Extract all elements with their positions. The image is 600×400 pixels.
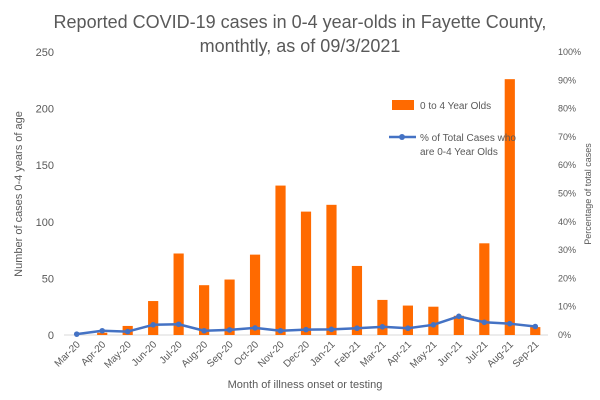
y-tick-label: 250: [36, 47, 54, 59]
y2-tick-label: 30%: [558, 245, 576, 255]
bar: [402, 305, 413, 335]
bar: [504, 79, 515, 335]
y2-tick-label: 0%: [558, 330, 571, 340]
x-tick-label: Mar-21: [358, 339, 388, 369]
bar: [453, 315, 464, 335]
line-point: [277, 327, 284, 334]
x-tick-label: Dec-20: [282, 339, 313, 370]
line-point: [252, 325, 258, 331]
bar: [148, 301, 159, 335]
y-tick-label: 100: [36, 217, 54, 229]
y2-tick-label: 10%: [558, 302, 576, 312]
legend-swatch-line-point: [399, 134, 405, 140]
y2-tick-label: 90%: [558, 75, 576, 85]
y2-tick-label: 50%: [558, 189, 576, 199]
y-tick-label: 200: [36, 104, 54, 116]
y2-tick-label: 70%: [558, 132, 576, 142]
chart-title-line2: monthtly, as of 09/3/2021: [199, 36, 401, 56]
x-tick-label: Sep-21: [511, 339, 542, 370]
bar: [351, 265, 363, 335]
x-axis-title: Month of illness onset or testing: [228, 379, 383, 391]
x-tick-label: Jun-20: [130, 339, 160, 369]
x-tick-label: Jan-21: [308, 339, 338, 369]
bar: [530, 327, 541, 335]
x-tick-label: Aug-21: [485, 339, 516, 370]
bar: [326, 204, 337, 335]
bar: [173, 253, 184, 335]
bar: [479, 243, 490, 335]
x-tick-label: Aug-20: [180, 339, 211, 370]
y-tick-label: 150: [36, 160, 54, 172]
line-point: [99, 327, 106, 334]
x-tick-label: Sep-20: [205, 339, 236, 370]
line-point: [481, 319, 488, 326]
bar: [97, 332, 108, 335]
x-tick-label: May-20: [102, 339, 134, 371]
line-point: [430, 322, 437, 328]
bar: [428, 306, 439, 335]
legend-label-bars: 0 to 4 Year Olds: [420, 101, 491, 112]
line-point: [405, 325, 411, 332]
line-point: [532, 323, 539, 330]
y2-tick-label: 20%: [558, 273, 576, 283]
line-point: [201, 327, 207, 334]
x-tick-label: Mar-20: [53, 339, 83, 369]
line-point: [506, 320, 513, 327]
y-tick-label: 50: [42, 273, 54, 285]
bar: [377, 299, 388, 335]
y2-axis-title: Percentage of total cases: [583, 143, 593, 245]
x-tick-label: Nov-20: [256, 339, 287, 370]
line-point: [354, 325, 360, 332]
x-tick-label: Feb-21: [333, 339, 363, 369]
line-point: [175, 321, 182, 328]
legend-label-line: % of Total Cases who are 0-4 Year Olds: [420, 133, 516, 158]
line-point: [73, 331, 80, 337]
legend-swatch-bars: [392, 100, 414, 110]
y2-tick-label: 60%: [558, 160, 576, 170]
y2-tick-label: 80%: [558, 104, 576, 114]
y-axis-title: Number of cases 0-4 years of age: [13, 111, 25, 277]
line-point: [124, 328, 131, 335]
line-point: [303, 326, 309, 333]
line-point: [379, 323, 386, 330]
y2-tick-label: 100%: [558, 47, 581, 57]
bar: [300, 211, 312, 335]
bar: [275, 185, 286, 335]
bar: [224, 279, 235, 335]
y2-tick-label: 40%: [558, 217, 576, 227]
x-tick-label: May-21: [408, 339, 440, 371]
x-tick-label: Jun-21: [436, 339, 466, 369]
chart-title-line1: Reported COVID-19 cases in 0-4 year-olds…: [53, 12, 547, 32]
bar: [249, 254, 261, 335]
bar: [199, 285, 210, 335]
line-point: [328, 326, 335, 333]
line-point: [150, 322, 156, 328]
line-point: [226, 327, 233, 333]
line-point: [456, 313, 462, 320]
y-tick-label: 0: [48, 330, 54, 342]
